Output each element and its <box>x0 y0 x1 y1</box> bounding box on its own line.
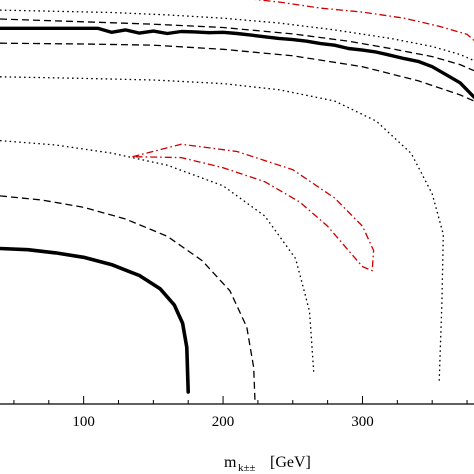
contour-line-7 <box>0 26 474 99</box>
x-axis-label-unit: [GeV] <box>270 454 311 471</box>
contour-line-10 <box>254 0 474 41</box>
contour-line-2 <box>0 195 256 405</box>
contour-line-3 <box>0 139 315 372</box>
x-tick-label-200: 200 <box>212 414 235 430</box>
x-tick-label-300: 300 <box>351 414 374 430</box>
contour-line-9 <box>0 9 474 62</box>
x-tick-label-100: 100 <box>72 414 95 430</box>
contour-line-1 <box>0 246 190 394</box>
x-axis-label-subscript: k±± <box>238 462 256 474</box>
contour-line-5 <box>0 76 444 384</box>
x-axis-label-symbol: m <box>224 454 237 471</box>
contour-line-6 <box>0 42 474 102</box>
contour-line-4 <box>132 143 375 272</box>
x-axis-ticks: 100 200 300 <box>13 396 468 430</box>
contour-curves <box>0 0 474 405</box>
x-axis-label: m k±± [GeV] <box>224 454 311 474</box>
contour-line-8 <box>0 18 474 72</box>
